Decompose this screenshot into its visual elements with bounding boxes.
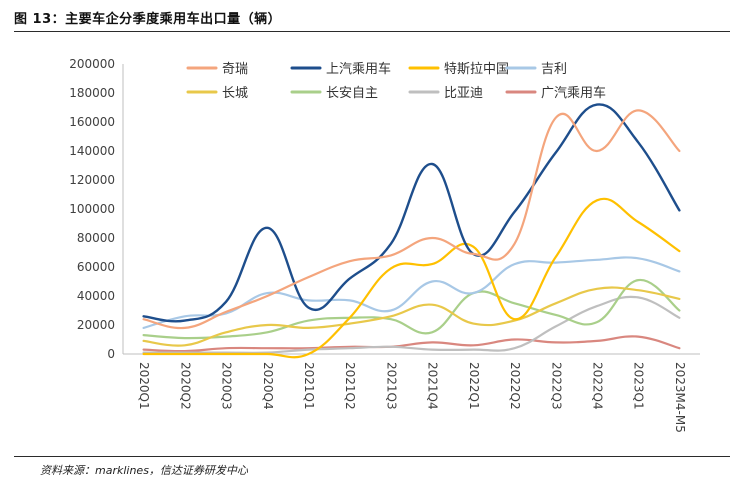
x-tick-label: 2021Q3 — [384, 362, 398, 410]
figure-title: 图 13：主要车企分季度乘用车出口量（辆） — [14, 12, 282, 27]
x-tick-label: 2020Q3 — [220, 362, 234, 410]
y-tick-label: 80000 — [77, 231, 115, 245]
legend-label: 长安自主 — [326, 86, 378, 101]
x-tick-label: 2022Q1 — [467, 362, 481, 410]
series-line — [142, 197, 681, 359]
y-tick-label: 20000 — [77, 318, 115, 332]
source-note: 资料来源：marklines，信达证券研发中心 — [40, 464, 248, 477]
series-line — [142, 103, 681, 323]
series-line — [142, 286, 681, 347]
x-tick-label: 2022Q2 — [508, 362, 522, 410]
y-tick-label: 140000 — [69, 144, 115, 158]
series-line — [142, 109, 681, 330]
y-tick-label: 60000 — [77, 260, 115, 274]
legend-label: 吉利 — [541, 62, 567, 77]
x-tick-label: 2020Q1 — [137, 362, 151, 410]
legend-label: 特斯拉中国 — [444, 62, 509, 77]
y-tick-label: 200000 — [69, 57, 115, 71]
y-tick-label: 180000 — [69, 86, 115, 100]
source-rule — [14, 456, 730, 457]
series-line — [142, 295, 681, 354]
y-tick-label: 40000 — [77, 289, 115, 303]
x-tick-label: 2023M4-M5 — [673, 362, 687, 433]
y-tick-label: 160000 — [69, 115, 115, 129]
x-tick-label: 2023Q1 — [632, 362, 646, 410]
y-tick-label: 120000 — [69, 173, 115, 187]
legend-label: 上汽乘用车 — [326, 61, 391, 77]
series-line — [142, 278, 681, 340]
x-tick-label: 2020Q2 — [178, 362, 192, 410]
legend-label: 比亚迪 — [444, 86, 483, 101]
y-tick-label: 0 — [107, 347, 115, 361]
legend-label: 长城 — [222, 86, 248, 101]
x-tick-label: 2020Q4 — [261, 362, 275, 410]
x-tick-label: 2021Q1 — [302, 362, 316, 410]
x-tick-label: 2021Q2 — [343, 362, 357, 410]
legend-label: 奇瑞 — [222, 61, 248, 77]
axes: 0 20000 40000 60000 80000 100000 120000 140000 1… — [69, 57, 700, 433]
x-tick-label: 2022Q4 — [590, 362, 604, 410]
y-tick-label: 100000 — [69, 202, 115, 216]
x-tick-label: 2021Q4 — [426, 362, 440, 410]
series-line — [142, 335, 681, 353]
title-rule — [14, 31, 730, 32]
series-line — [142, 256, 681, 329]
legend-label: 广汽乘用车 — [541, 85, 606, 101]
x-tick-label: 2022Q3 — [549, 362, 563, 410]
series-lines — [142, 103, 681, 359]
